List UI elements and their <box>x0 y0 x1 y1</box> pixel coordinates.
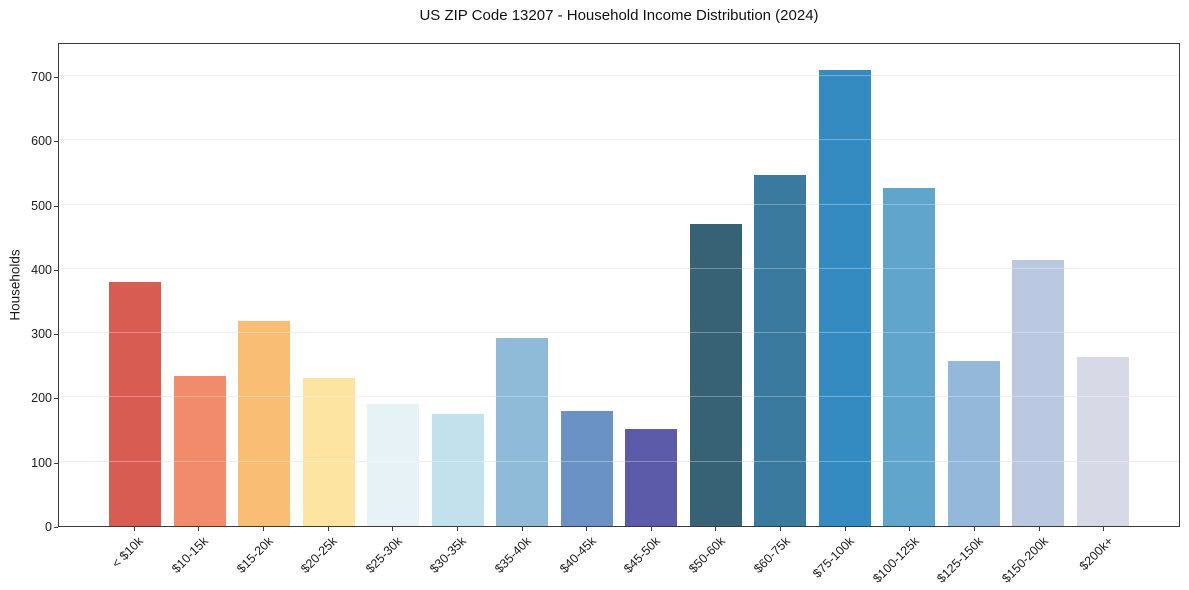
x-tick-label: $60-75k <box>750 534 793 576</box>
gridline <box>59 139 1179 141</box>
bar-slot <box>877 44 942 526</box>
x-tick-label: $20-25k <box>298 534 341 576</box>
bar-$200k+ <box>1076 357 1129 526</box>
bar-slot <box>361 44 426 526</box>
y-tick-label: 700 <box>31 70 52 85</box>
bar-slot <box>619 44 684 526</box>
x-tick-mark <box>780 527 782 531</box>
bar-slot <box>426 44 491 526</box>
x-tick-mark <box>844 527 846 531</box>
x-tick-label: $15-20k <box>233 534 276 576</box>
x-tick-mark <box>715 527 717 531</box>
x-tick-mark <box>650 527 652 531</box>
x-tick-label: $100-125k <box>870 534 922 586</box>
x-tick-mark <box>456 527 458 531</box>
x-tick-label: $25-30k <box>362 534 405 576</box>
bar-slot <box>684 44 749 526</box>
bar-$25-30k <box>367 404 420 526</box>
bar-slot <box>1006 44 1071 526</box>
y-tick-label: 600 <box>31 134 52 149</box>
y-axis-tick-labels: 0 100 200 300 400 500 600 700 <box>0 43 52 534</box>
bar-$30-35k <box>431 413 484 526</box>
bar-$20-25k <box>302 378 355 526</box>
bar-$50-60k <box>689 223 742 526</box>
bar-$150-200k <box>1012 260 1065 526</box>
bar-< $10k <box>109 282 162 526</box>
x-tick-mark <box>327 527 329 531</box>
bar-$35-40k <box>496 337 549 526</box>
gridline <box>59 267 1179 269</box>
bar-$40-45k <box>560 411 613 526</box>
x-tick-mark <box>263 527 265 531</box>
bar-slot <box>490 44 555 526</box>
gridline <box>59 460 1179 462</box>
gridline-overlay <box>59 332 1179 334</box>
gridline <box>59 75 1179 77</box>
x-tick-label: $200k+ <box>1076 534 1116 574</box>
x-tick-label: $45-50k <box>621 534 664 576</box>
bar-slot <box>232 44 297 526</box>
y-tick-mark <box>54 398 58 400</box>
gridline-overlay <box>59 396 1179 398</box>
plot-area <box>58 43 1180 527</box>
x-tick-label: $150-200k <box>999 534 1051 586</box>
x-tick-label: $50-60k <box>685 534 728 576</box>
bar-$60-75k <box>754 175 807 526</box>
x-tick-mark <box>392 527 394 531</box>
x-tick-label: $40-45k <box>556 534 599 576</box>
y-tick-mark <box>54 141 58 143</box>
bar-slot <box>813 44 878 526</box>
bar-slot <box>748 44 813 526</box>
x-tick-label: $30-35k <box>427 534 470 576</box>
bar-slot <box>168 44 233 526</box>
x-tick-mark <box>973 527 975 531</box>
y-tick-mark <box>54 269 58 271</box>
bar-$10-15k <box>173 375 226 526</box>
bars-row <box>59 44 1179 526</box>
gridline-overlay <box>59 203 1179 205</box>
gridline <box>59 332 1179 334</box>
y-tick-mark <box>54 462 58 464</box>
x-tick-mark <box>1038 527 1040 531</box>
y-tick-label: 400 <box>31 262 52 277</box>
x-tick-mark <box>521 527 523 531</box>
gridline-overlay <box>59 460 1179 462</box>
gridline-overlay <box>59 267 1179 269</box>
y-tick-label: 100 <box>31 455 52 470</box>
y-tick-label: 500 <box>31 198 52 213</box>
x-tick-label: $10-15k <box>168 534 211 576</box>
x-tick-mark <box>1103 527 1105 531</box>
x-tick-mark <box>909 527 911 531</box>
y-tick-mark <box>54 527 58 528</box>
x-tick-mark <box>198 527 200 531</box>
bar-slot <box>297 44 362 526</box>
bar-$125-150k <box>947 360 1000 526</box>
y-tick-label: 300 <box>31 327 52 342</box>
y-tick-mark <box>54 205 58 207</box>
bar-slot <box>942 44 1007 526</box>
x-tick-label: $75-100k <box>810 534 858 581</box>
y-tick-mark <box>54 334 58 336</box>
gridline <box>59 396 1179 398</box>
bar-slot <box>1071 44 1136 526</box>
bar-slot <box>555 44 620 526</box>
x-tick-mark <box>586 527 588 531</box>
y-tick-label: 0 <box>45 520 52 534</box>
x-axis-tick-labels: < $10k $10-15k $15-20k $20-25k $25-30k $30-35… <box>58 534 1180 590</box>
x-tick-label: $125-150k <box>934 534 987 586</box>
gridline-overlay <box>59 139 1179 141</box>
gridline-overlay <box>59 75 1179 77</box>
gridline <box>59 203 1179 205</box>
bar-slot <box>103 44 168 526</box>
x-tick-label: $35-40k <box>492 534 534 576</box>
x-tick-mark <box>133 527 135 531</box>
bar-$100-125k <box>883 188 936 526</box>
bar-$45-50k <box>625 429 678 526</box>
chart-title: US ZIP Code 13207 - Household Income Dis… <box>419 7 819 24</box>
bar-$75-100k <box>818 69 871 526</box>
x-tick-label: < $10k <box>109 534 147 571</box>
y-tick-mark <box>54 77 58 79</box>
bar-$15-20k <box>238 320 291 526</box>
y-tick-label: 200 <box>31 391 52 406</box>
